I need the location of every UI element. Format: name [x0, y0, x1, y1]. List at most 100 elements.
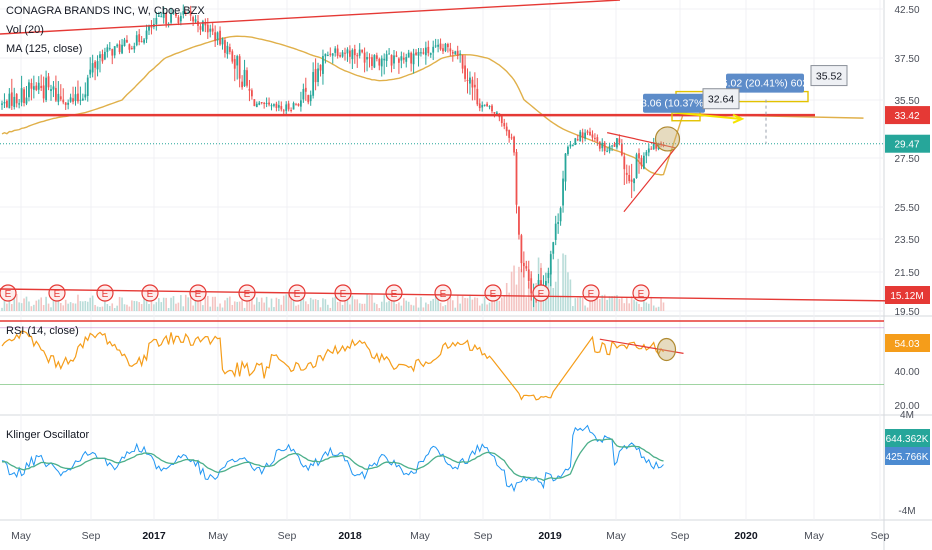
candle-body — [179, 16, 182, 22]
candle-body — [422, 52, 425, 54]
drawing-overlay[interactable]: EEEEEEEEEEEEEE3.06 (10.37%)6.02 (20.41%)… — [0, 0, 901, 302]
volume-bar — [282, 295, 285, 311]
volume-bar — [172, 296, 175, 311]
candle-body — [300, 100, 302, 107]
klinger-value-tag-text: 644.362K — [886, 434, 929, 445]
candle-body — [559, 208, 562, 222]
candle-body — [270, 105, 273, 107]
volume-bar — [128, 306, 131, 311]
candle-body — [471, 79, 474, 88]
volume-bar — [405, 300, 408, 311]
volume-bar — [11, 304, 13, 311]
candle-body — [417, 51, 420, 56]
candle-body — [652, 142, 655, 150]
candle-body — [400, 56, 403, 61]
candle-body — [530, 278, 533, 294]
volume-bar — [412, 305, 415, 311]
candle-body — [442, 48, 444, 52]
volume-bar — [189, 297, 192, 311]
rsi-breakout-circle[interactable] — [656, 337, 677, 362]
candle-body — [363, 52, 366, 63]
klinger-pane[interactable] — [1, 424, 664, 493]
candle-body — [486, 103, 488, 107]
earnings-marker[interactable] — [48, 284, 66, 302]
volume-bar — [400, 305, 403, 311]
earnings-marker-label: E — [294, 289, 301, 300]
rsi-trendline[interactable] — [599, 338, 684, 354]
volume-bar — [358, 303, 361, 311]
earnings-marker[interactable] — [434, 284, 452, 302]
volume-bar — [155, 302, 158, 311]
time-axis[interactable]: May Sep 2017 May Sep 2018 May Sep 2019 May Sep 2020… — [11, 530, 889, 542]
price-pane[interactable] — [1, 4, 864, 308]
rsi-legend[interactable]: RSI (14, close) — [6, 325, 79, 337]
price-axis[interactable]: 42.50 37.50 35.50 27.50 25.50 23.50 21.50 19.50… — [885, 5, 930, 517]
volume-bar — [601, 295, 604, 311]
earnings-marker[interactable] — [385, 284, 403, 302]
volume-bar — [305, 301, 307, 311]
earnings-marker[interactable] — [484, 284, 502, 302]
measure-label-2[interactable] — [726, 73, 804, 93]
candle-body — [57, 93, 60, 102]
volume-bar — [442, 306, 444, 311]
trendline-top[interactable] — [0, 0, 621, 35]
volume-bar — [469, 294, 471, 311]
volume-bar — [131, 300, 133, 311]
volume-bar — [238, 301, 241, 311]
candle-body — [341, 52, 344, 57]
earnings-marker[interactable] — [189, 284, 207, 302]
candle-body — [554, 223, 557, 240]
rsi-pane[interactable] — [0, 320, 884, 401]
klinger-value-tag[interactable] — [885, 429, 930, 447]
candle-body — [473, 84, 476, 88]
volume-bar — [214, 296, 216, 311]
volume-tag[interactable] — [885, 286, 930, 304]
candle-body — [564, 153, 567, 182]
volume-bar — [177, 302, 180, 311]
candle-body — [1, 103, 3, 105]
volume-bar — [339, 300, 341, 311]
earnings-marker[interactable] — [141, 284, 159, 302]
volume-bar — [569, 279, 572, 311]
volume-bar — [449, 296, 452, 311]
candle-body — [447, 44, 449, 48]
candle-body — [81, 98, 84, 101]
candle-body — [52, 86, 55, 90]
candle-body — [62, 99, 65, 103]
rsi-value-tag-text: 54.03 — [894, 339, 919, 350]
volume-bar — [427, 304, 430, 311]
volume-bar — [461, 295, 464, 311]
last-price-tag-text: 29.47 — [894, 140, 919, 151]
volume-legend[interactable]: Vol (20) — [6, 24, 44, 36]
ma-legend[interactable]: MA (125, close) — [6, 43, 83, 55]
earnings-marker[interactable] — [96, 284, 114, 302]
target-tag-2[interactable] — [810, 65, 848, 87]
candle-body — [25, 97, 28, 104]
earnings-marker[interactable] — [532, 284, 550, 302]
candle-body — [459, 53, 462, 55]
candle-body — [402, 57, 405, 60]
volume-bar — [324, 299, 327, 311]
time-tick-label: Sep — [671, 530, 690, 542]
resistance-price-tag[interactable] — [885, 106, 930, 125]
candle-body — [101, 54, 104, 62]
volume-trendline[interactable] — [0, 288, 901, 302]
candle-body — [481, 105, 484, 108]
rsi-value-tag[interactable] — [885, 334, 930, 352]
price-tick-label: 23.50 — [894, 235, 919, 246]
candle-body — [260, 102, 263, 104]
symbol-title[interactable]: CONAGRA BRANDS INC, W, Cboe BZX — [6, 5, 205, 17]
candle-body — [118, 44, 121, 53]
volume-bar — [393, 298, 395, 311]
volume-bar — [143, 298, 145, 311]
klinger-signal-tag[interactable] — [885, 447, 930, 465]
candle-body — [650, 148, 653, 150]
last-price-tag[interactable] — [885, 134, 930, 153]
measure-label-1[interactable] — [643, 93, 705, 113]
projection-arrow[interactable] — [671, 111, 741, 120]
target-tag-1[interactable] — [702, 88, 740, 110]
breakout-circle[interactable] — [654, 126, 681, 152]
klinger-legend[interactable]: Klinger Oscillator — [6, 429, 90, 441]
volume-bar — [40, 297, 42, 311]
